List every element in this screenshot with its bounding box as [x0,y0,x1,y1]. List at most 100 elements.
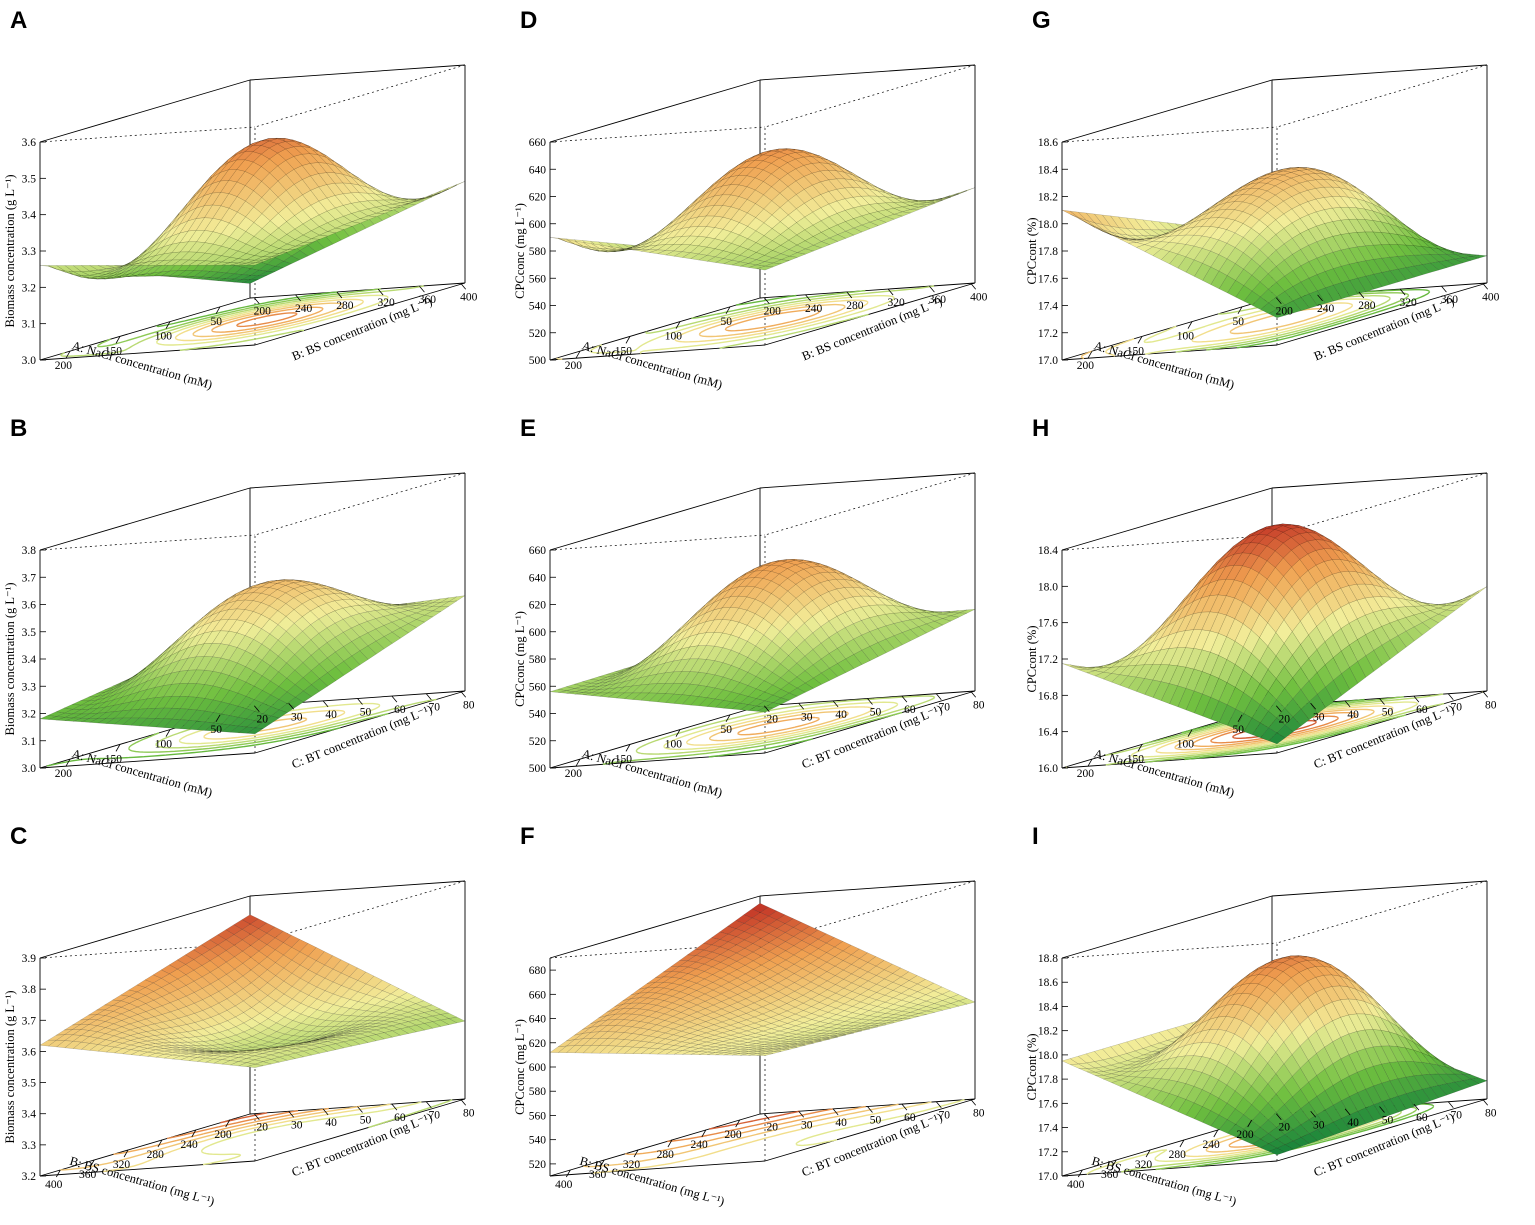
z-tick-label: 3.3 [22,246,37,258]
y-tick-mark [253,297,260,304]
contour-line [592,1101,932,1174]
y-tick-label: 80 [973,699,985,711]
x-tick-mark [55,1169,61,1178]
box-edge [549,705,761,769]
z-axis-label: CPCconc (mg L⁻¹) [513,203,527,299]
z-tick-label: 660 [529,137,547,149]
surface-cell [748,1053,765,1056]
x-tick-mark [675,729,681,737]
z-tick-label: 620 [529,192,547,204]
y-tick-mark [288,1111,295,1118]
z-axis-label: Biomass concentration (g L⁻¹) [3,174,17,327]
box-edge [249,880,466,897]
z-tick-label: 3.2 [22,282,37,294]
z-tick-label: 3.5 [22,1078,37,1090]
z-tick-label: 3.4 [22,654,37,666]
contour-line [200,1101,422,1166]
x-tick-mark [215,714,221,723]
contour-line [59,1105,360,1171]
y-tick-label: 200 [254,306,272,318]
response-surface [549,148,976,271]
y-tick-mark [832,700,839,708]
x-tick-label: 280 [657,1149,675,1161]
contour-line [128,712,389,753]
surface-cell [155,718,173,728]
box-edge [1271,64,1488,81]
surface-cell [147,718,165,728]
z-tick-label: 3.6 [22,137,37,149]
x-tick-label: 400 [45,1179,63,1191]
box-edge [254,282,466,346]
surface-cell [39,1040,57,1047]
y-axis: 200 240 280 320 360 400 [763,283,988,318]
x-tick-label: 50 [721,724,733,736]
y-tick-label: 240 [805,303,823,315]
z-axis-label: CPCconc (mg L⁻¹) [513,1019,527,1115]
surface-cell [105,717,124,725]
contour-line [46,727,341,767]
panel-label: D [520,7,537,34]
box-edge [549,534,766,551]
z-tick-label: 3.8 [22,545,37,557]
z-tick-label: 660 [529,989,547,1001]
surface-cell [130,261,148,266]
panel-label: G [1032,7,1051,34]
surface-cell [566,691,583,695]
box-edge [249,472,466,489]
box-edge [549,344,766,361]
x-tick-label: 200 [55,768,73,780]
surface-cell [665,1049,683,1055]
surface-cell [81,718,98,723]
contour-line [691,289,866,319]
surface-cell [88,265,107,271]
y-tick-label: 50 [870,1115,882,1127]
contour-floor [602,695,936,765]
panel-label: A [10,7,27,34]
box-edge [39,1160,256,1177]
contour-floor [583,1099,965,1174]
y-tick-mark [798,703,805,710]
z-tick-label: 580 [529,654,547,666]
y-tick-label: 240 [295,303,313,315]
surface-cell [48,716,65,721]
contour-line [583,1103,899,1168]
y-tick-mark [322,1108,329,1116]
box-edge [39,79,251,143]
contour-line [236,312,298,328]
box-edge [254,880,466,944]
y-tick-mark [832,1108,839,1116]
response-surface [39,579,466,735]
contour-line [635,695,936,755]
y-axis: 200 240 280 320 360 400 [253,283,478,318]
z-tick-label: 3.8 [22,984,37,996]
box-edge [1276,282,1488,346]
panel-G: G 17.0 17.2 17.4 17.6 17.8 18.0 18.2 18.4 18.6 CPC… [1022,0,1533,408]
y-tick-mark [460,691,467,698]
surface-cell [549,237,567,242]
box-edge [549,1160,766,1177]
surface-cell [171,259,190,266]
contour-line [368,1099,453,1129]
x-tick-label: 50 [211,316,223,328]
z-tick-label: 560 [529,273,547,285]
x-tick-mark [575,758,581,767]
y-tick-label: 80 [463,1107,475,1119]
y-tick-mark [763,297,770,304]
y-tick-mark [295,294,301,302]
y-axis: 20 30 40 50 60 70 80 [763,1099,985,1134]
panel-B: B 3.0 3.1 3.2 3.3 3.4 3.5 3.6 3.7 3.8 Biomass conc… [0,408,511,816]
x-tick-mark [157,1139,163,1148]
x-tick-label: 150 [105,753,123,765]
x-tick-label: 400 [555,1179,573,1191]
y-tick-label: 30 [801,711,813,723]
surface-cell [665,693,683,704]
y-tick-label: 30 [291,1119,303,1131]
x-tick-label: 100 [665,331,683,343]
surface-cell [1260,302,1278,314]
surface-cell [657,693,675,703]
y-axis: 20 30 40 50 60 70 80 [253,1099,475,1134]
surface-cell [138,718,157,727]
